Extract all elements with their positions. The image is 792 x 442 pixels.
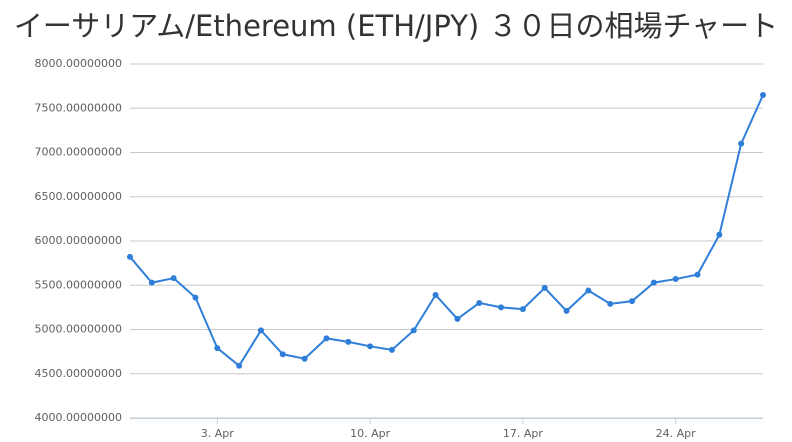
- point: [607, 300, 614, 307]
- x-tick-label: 10. Apr: [350, 427, 390, 440]
- point: [192, 294, 199, 301]
- point: [410, 327, 417, 334]
- chart-title: イーサリアム/Ethereum (ETH/JPY) ３０日の相場チャート: [14, 9, 778, 43]
- y-tick-label: 4000.00000000: [35, 411, 122, 424]
- x-tick-label: 24. Apr: [656, 427, 696, 440]
- point: [498, 304, 505, 311]
- y-tick-label: 5000.00000000: [35, 323, 122, 336]
- point: [519, 306, 526, 313]
- point: [650, 279, 657, 286]
- point: [236, 362, 243, 369]
- point: [323, 335, 330, 342]
- point: [367, 343, 374, 350]
- point: [585, 287, 592, 294]
- point: [148, 279, 155, 286]
- point: [476, 299, 483, 306]
- point: [301, 355, 308, 362]
- point: [716, 231, 723, 238]
- point: [127, 253, 133, 260]
- point: [279, 351, 286, 358]
- point: [541, 284, 548, 291]
- y-tick-label: 5500.00000000: [35, 278, 122, 291]
- point: [672, 276, 679, 283]
- point: [170, 275, 177, 282]
- point: [214, 345, 221, 352]
- point: [432, 291, 439, 298]
- x-tick-label: 3. Apr: [201, 427, 234, 440]
- point: [563, 307, 570, 314]
- point: [454, 315, 461, 322]
- y-tick-label: 4500.00000000: [35, 367, 122, 380]
- point: [388, 346, 395, 353]
- point: [257, 327, 264, 334]
- y-tick-label: 7500.00000000: [35, 101, 122, 114]
- point: [738, 140, 745, 147]
- line: [129, 94, 764, 368]
- x-tick-label: 17. Apr: [503, 427, 543, 440]
- y-tick-label: 6500.00000000: [35, 190, 122, 203]
- point: [345, 338, 352, 345]
- y-tick-label: 7000.00000000: [35, 146, 122, 159]
- y-tick-label: 8000.00000000: [35, 57, 122, 70]
- y-tick-label: 6000.00000000: [35, 234, 122, 247]
- point: [629, 298, 636, 305]
- point: [694, 271, 701, 278]
- point: [760, 91, 766, 98]
